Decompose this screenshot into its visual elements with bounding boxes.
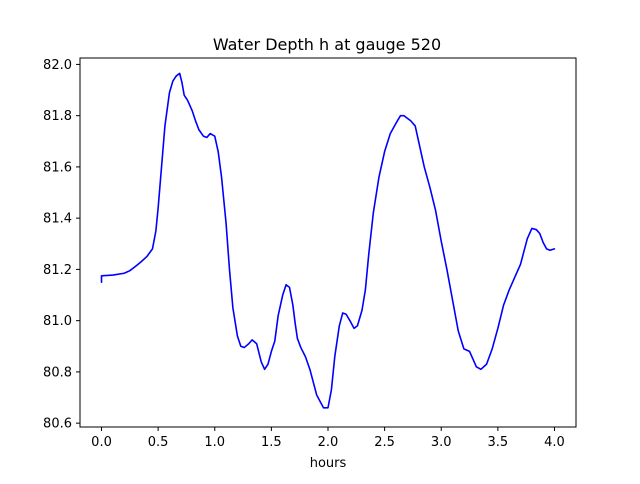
x-tick-label: 1.5: [261, 435, 282, 450]
x-tick-label: 0.0: [91, 435, 112, 450]
x-tick-label: 4.0: [544, 435, 565, 450]
plot-layer: [100, 72, 556, 409]
y-tick-label: 81.8: [43, 109, 72, 124]
x-tick-label: 3.5: [488, 435, 509, 450]
x-tick-label: 0.5: [148, 435, 169, 450]
axes-layer: 0.0 0.5 1.0 1.5 2.0 2.5 3.0 3.5 4.0 80.6 80.8 81.0 8…: [43, 57, 577, 450]
y-tick-label: 81.4: [43, 212, 72, 227]
y-tick-label: 81.0: [43, 314, 72, 329]
y-tick-label: 80.6: [43, 417, 72, 432]
y-tick-label: 80.8: [43, 365, 72, 380]
chart-title: Water Depth h at gauge 520: [213, 35, 441, 54]
series-line-0: [100, 72, 556, 409]
x-tick-label: 2.0: [318, 435, 339, 450]
y-tick-label: 81.6: [43, 160, 72, 175]
y-tick-label: 81.2: [43, 263, 72, 278]
x-axis-label: hours: [310, 456, 347, 471]
x-tick-label: 3.0: [431, 435, 452, 450]
y-tick-label: 82.0: [43, 58, 72, 73]
x-tick-label: 2.5: [374, 435, 395, 450]
x-tick-label: 1.0: [204, 435, 225, 450]
